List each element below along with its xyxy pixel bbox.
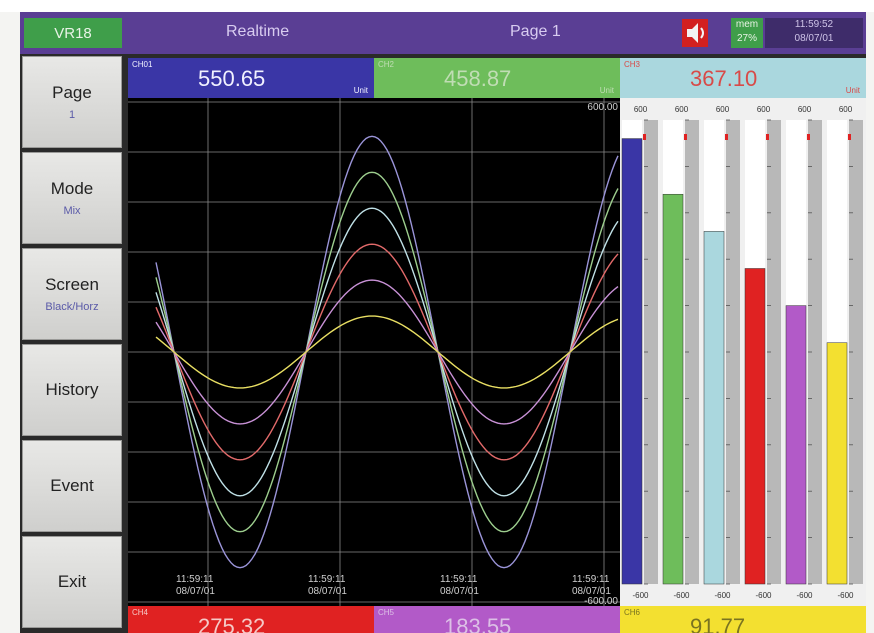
- bar-scale-top: 600: [634, 105, 648, 114]
- screen-button-value: Black/Horz: [45, 301, 99, 313]
- channel-ch2-display: CH2 458.87 Unit: [374, 58, 620, 98]
- mode-button[interactable]: Mode Mix: [22, 152, 122, 244]
- bar-scale-strip: [726, 120, 740, 584]
- channel-value: 550.65: [198, 66, 266, 91]
- series-line-2: [155, 171, 619, 533]
- time-label-time: 11:59:11: [176, 574, 214, 585]
- bar-scale-top: 600: [716, 105, 730, 114]
- alarm-marker: [725, 134, 728, 140]
- time-label-time: 11:59:11: [572, 574, 610, 585]
- bar-scale-strip: [767, 120, 781, 584]
- bar-scale-bottom: -600: [632, 591, 649, 600]
- page-button-label: Page: [52, 83, 92, 102]
- exit-button-label: Exit: [57, 572, 87, 591]
- alarm-marker: [848, 134, 851, 140]
- page-button[interactable]: Page 1: [22, 56, 122, 148]
- clock: 11:59:52 08/07/01: [765, 18, 863, 48]
- bar-scale-strip: [849, 120, 863, 584]
- mode-button-label: Mode: [50, 179, 94, 198]
- memory-label: mem: [735, 19, 759, 30]
- exit-button[interactable]: Exit: [22, 536, 122, 628]
- series-line-6: [155, 315, 619, 389]
- device-name: VR18: [24, 18, 122, 48]
- channel-value: 183.55: [444, 614, 512, 633]
- speaker-icon[interactable]: [682, 19, 708, 47]
- time-label-time: 11:59:11: [440, 574, 478, 585]
- header-bar: VR18 Realtime Page 1 mem 27% 11:59:52 08…: [20, 12, 866, 54]
- page-button-value: 1: [68, 109, 76, 121]
- bar-scale-strip: [685, 120, 699, 584]
- sidebar: Page 1 Mode Mix Screen Black/Horz History Event…: [20, 54, 124, 633]
- time-label-date: 08/07/01: [308, 586, 347, 597]
- bar-graph: 600 -600 600 -600 600 -600 600 -600 600 -600 600 -6…: [620, 98, 866, 606]
- bar-scale-bottom: -600: [837, 591, 854, 600]
- bar-scale-top: 600: [757, 105, 771, 114]
- alarm-marker: [807, 134, 810, 140]
- series-line-3: [155, 207, 619, 497]
- channel-value: 91.77: [690, 614, 746, 633]
- series-line-1: [155, 135, 619, 569]
- event-button[interactable]: Event: [22, 440, 122, 532]
- bar-fill: [785, 305, 807, 585]
- trend-scale-bottom: -600.00: [584, 596, 618, 606]
- bar-fill: [826, 342, 848, 585]
- series-line-5: [155, 279, 619, 425]
- time-label-date: 08/07/01: [572, 586, 611, 597]
- channel-value: 458.87: [444, 66, 512, 91]
- bar-scale-top: 600: [798, 105, 812, 114]
- event-button-label: Event: [50, 476, 94, 495]
- page-title: Page 1: [510, 23, 561, 40]
- recorder-screen: VR18 Realtime Page 1 mem 27% 11:59:52 08…: [20, 12, 866, 633]
- channel-tag: CH5: [378, 608, 395, 617]
- clock-time: 11:59:52: [794, 19, 834, 30]
- trend-scale-top: 600.00: [587, 102, 618, 113]
- channel-tag: CH2: [378, 60, 395, 69]
- clock-date: 08/07/01: [794, 33, 834, 44]
- cropped-heading: [0, 0, 874, 12]
- alarm-marker: [643, 134, 646, 140]
- history-button[interactable]: History: [22, 344, 122, 436]
- bar-scale-bottom: -600: [755, 591, 772, 600]
- mode-title: Realtime: [226, 23, 290, 40]
- memory-percent: 27%: [736, 33, 757, 44]
- bar-scale-strip: [644, 120, 658, 584]
- channel-tag: CH4: [132, 608, 149, 617]
- bar-scale-bottom: -600: [673, 591, 690, 600]
- channel-ch01-display: CH01 550.65 Unit: [128, 58, 374, 98]
- channel-value: 275.32: [198, 614, 266, 633]
- channel-value: 367.10: [690, 66, 758, 91]
- bar-fill: [703, 231, 725, 585]
- channel-unit: Unit: [599, 86, 614, 95]
- history-button-label: History: [45, 380, 99, 399]
- bar-scale-top: 600: [675, 105, 689, 114]
- alarm-marker: [766, 134, 769, 140]
- time-label-time: 11:59:11: [308, 574, 346, 585]
- screen-button[interactable]: Screen Black/Horz: [22, 248, 122, 340]
- series-line-4: [155, 243, 619, 461]
- bar-scale-top: 600: [839, 105, 853, 114]
- memory-indicator: mem 27%: [731, 18, 763, 48]
- bar-scale-bottom: -600: [714, 591, 731, 600]
- channel-tag: CH6: [624, 608, 641, 617]
- channel-unit: Unit: [353, 86, 368, 95]
- channel-unit: Unit: [845, 86, 860, 95]
- mode-button-value: Mix: [63, 205, 81, 217]
- screen-button-label: Screen: [45, 275, 99, 294]
- bar-scale-bottom: -600: [796, 591, 813, 600]
- channel-tag: CH01: [132, 60, 153, 69]
- time-label-date: 08/07/01: [176, 586, 215, 597]
- trend-chart: 600.00-600.0011:59:1108/07/0111:59:1108/…: [128, 98, 620, 606]
- channel-tag: CH3: [624, 60, 641, 69]
- bar-scale-strip: [808, 120, 822, 584]
- channel-ch3-display: CH3 367.10 Unit: [620, 58, 866, 98]
- time-label-date: 08/07/01: [440, 586, 479, 597]
- alarm-marker: [684, 134, 687, 140]
- bar-fill: [744, 268, 766, 585]
- bar-fill: [621, 138, 643, 585]
- bar-fill: [662, 193, 684, 585]
